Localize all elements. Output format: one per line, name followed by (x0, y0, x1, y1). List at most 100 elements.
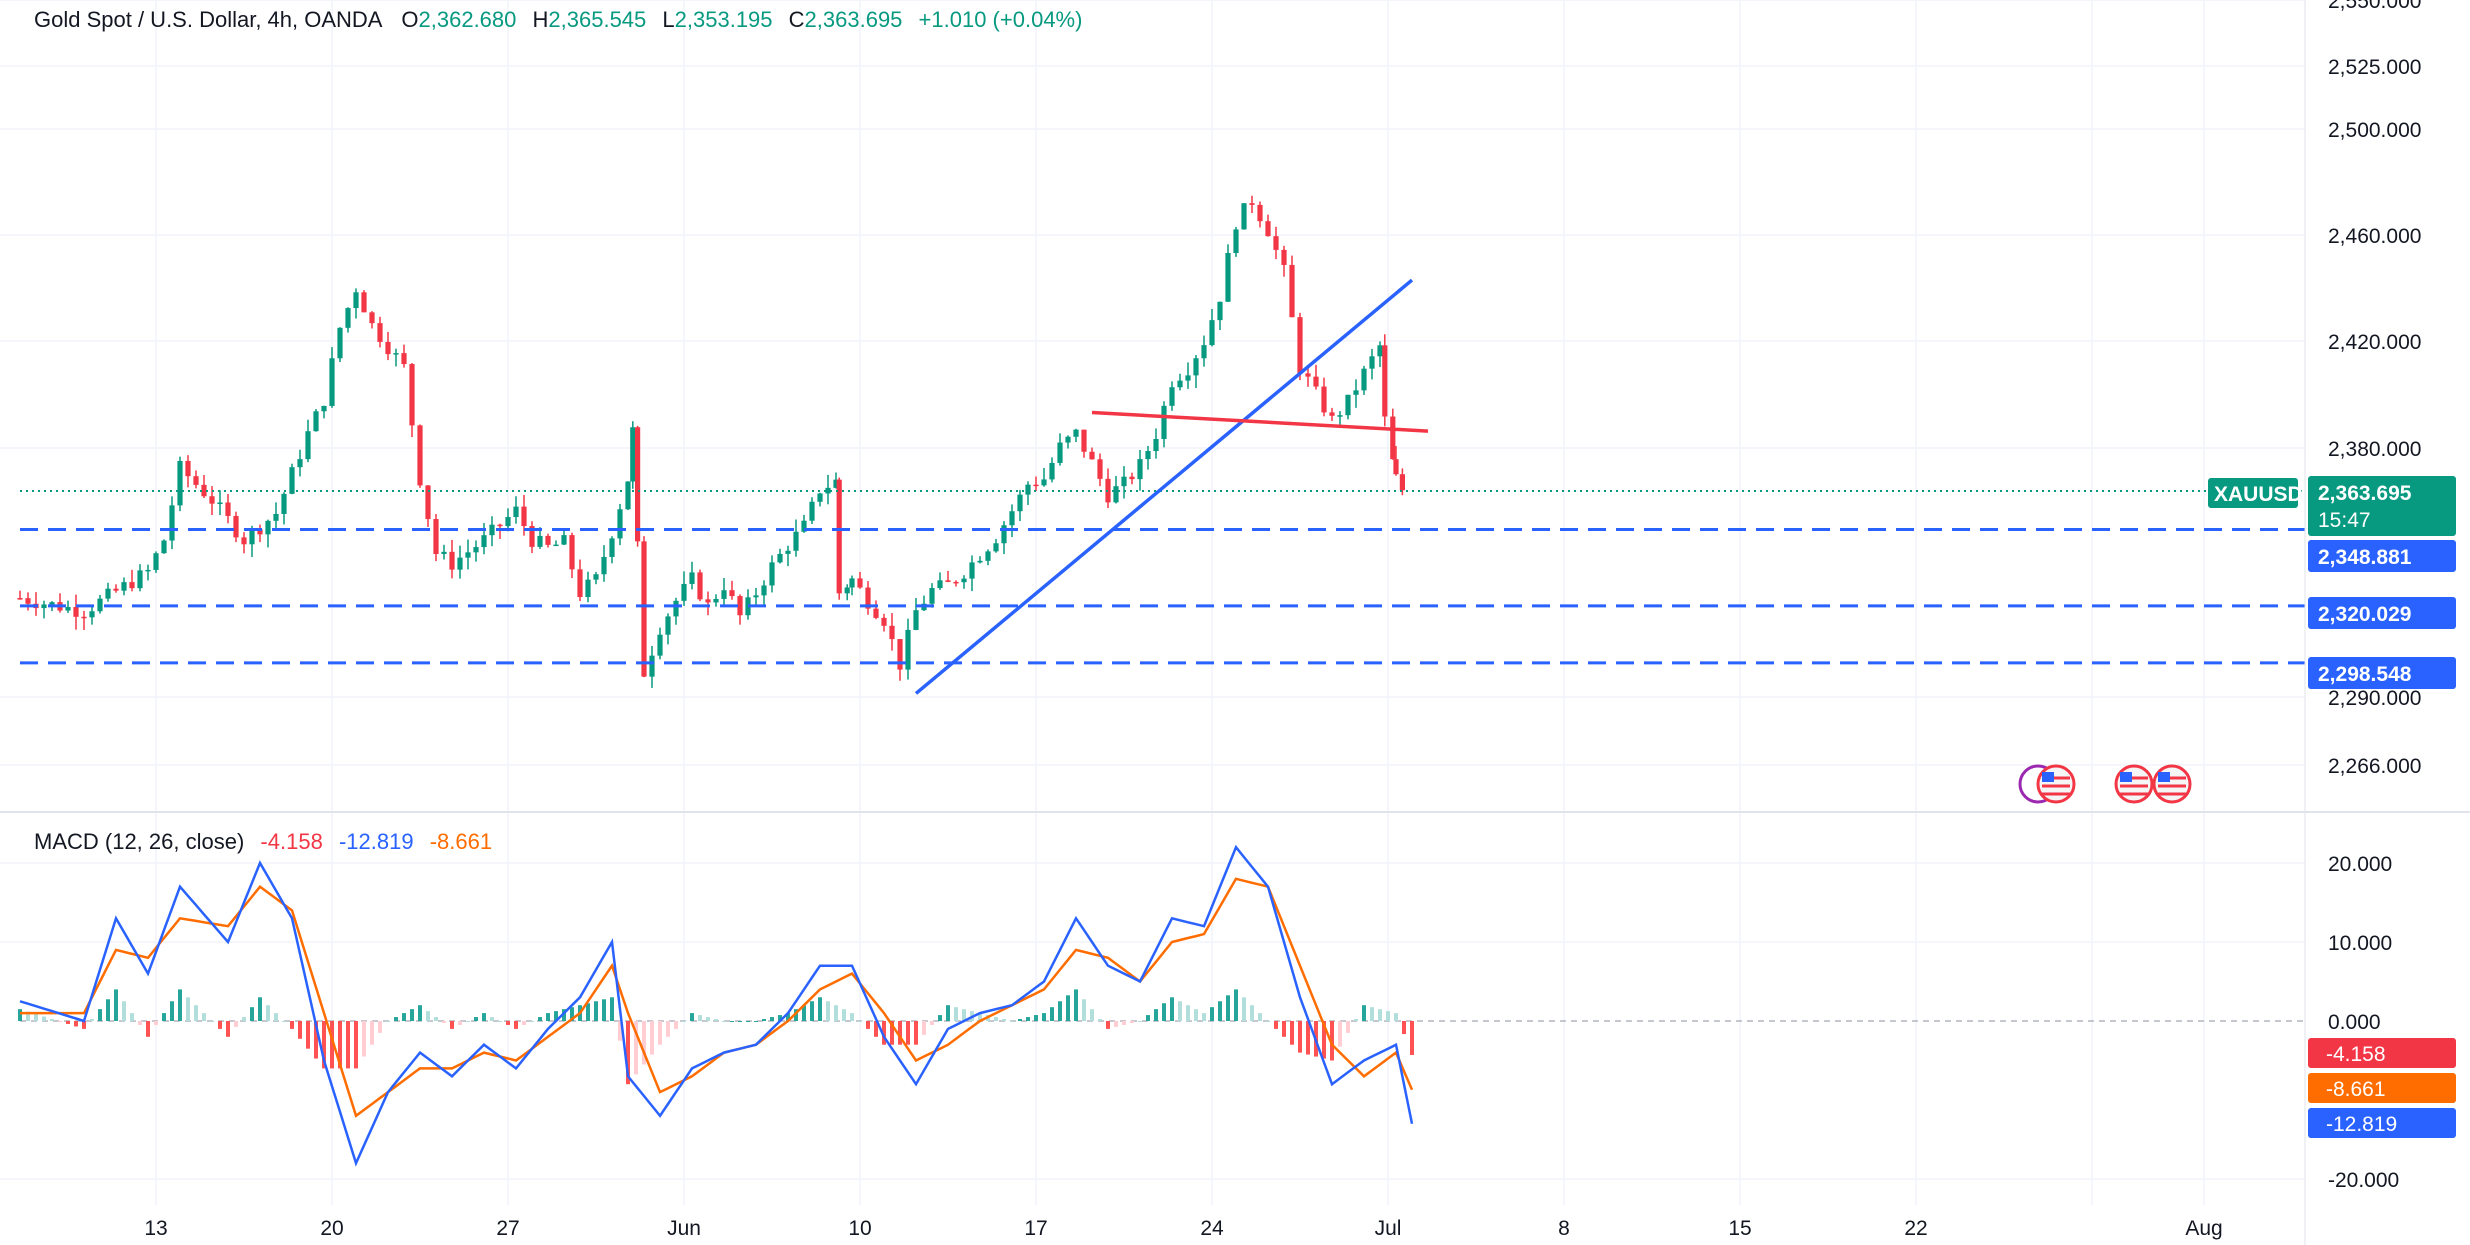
macd-histogram-bar (794, 1009, 798, 1021)
macd-histogram-bar (106, 999, 110, 1021)
candle-body (1361, 368, 1367, 391)
macd-histogram-bar (834, 1005, 838, 1021)
symbol-legend[interactable]: Gold Spot / U.S. Dollar, 4h, OANDA O2,36… (34, 7, 1082, 32)
macd-histogram-bar (802, 1005, 806, 1021)
macd-histogram-bar (82, 1021, 86, 1029)
macd-histogram-bar (842, 1009, 846, 1021)
time-tick-label: 22 (1904, 1217, 1927, 1240)
candle-body (601, 556, 607, 575)
macd-histogram-bar (66, 1021, 70, 1024)
macd-histogram-bar (914, 1021, 918, 1045)
close-value: 2,363.695 (805, 7, 903, 32)
candle-body (353, 292, 359, 309)
candle-body (217, 502, 223, 504)
candle-body (25, 598, 31, 604)
level-tag[interactable]: 2,320.029 (2308, 597, 2456, 629)
macd-histogram-bar (658, 1021, 662, 1045)
candle-body (817, 493, 823, 502)
macd-histogram-bar (530, 1021, 534, 1022)
level-tag-value: 2,348.881 (2318, 546, 2412, 569)
candle-body (777, 553, 783, 563)
macd-axis[interactable]: 20.000 10.000 0.000 -20.000 (2328, 853, 2399, 1192)
macd-histogram-bar (1210, 1007, 1214, 1021)
candle-body (385, 341, 391, 355)
candle-body (1273, 236, 1279, 250)
macd-histogram-bar (242, 1017, 246, 1021)
macd-histogram-bar (346, 1021, 350, 1069)
us-flag-icon[interactable] (2152, 764, 2192, 804)
candle-body (1161, 405, 1167, 439)
level-tag[interactable]: 2,298.548 (2308, 657, 2456, 689)
macd-tick-label: -20.000 (2328, 1169, 2399, 1192)
macd-histogram-bar (586, 1003, 590, 1021)
us-flag-icon[interactable] (2114, 764, 2154, 804)
candle-body (177, 460, 183, 506)
macd-tag-bg (2308, 1073, 2456, 1103)
last-price-tag[interactable]: 2,363.695 15:47 (2308, 476, 2456, 536)
candle-body (1185, 375, 1191, 381)
price-axis[interactable]: 2,550.000 2,525.000 2,500.000 2,460.000 … (2328, 0, 2421, 778)
candle-body (913, 610, 919, 630)
candle-body (905, 629, 911, 670)
candle-body (977, 560, 983, 563)
trend-line-support[interactable] (914, 278, 1414, 695)
macd-histogram-bar (1290, 1021, 1294, 1045)
macd-histogram-bar (1066, 995, 1070, 1021)
macd-histogram-bar (1026, 1017, 1030, 1021)
candle-body (617, 509, 623, 539)
candle-body (945, 580, 951, 582)
candle-body (425, 485, 431, 520)
time-tick-label: Jul (1375, 1217, 1402, 1240)
macd-histogram-bar (722, 1021, 726, 1022)
trend-line-resistance[interactable] (1091, 410, 1429, 433)
macd-legend[interactable]: MACD (12, 26, close) -4.158 -12.819 -8.6… (34, 829, 492, 854)
level-tag[interactable]: 2,348.881 (2308, 540, 2456, 572)
candle-body (857, 578, 863, 588)
macd-histogram-bar (178, 989, 182, 1021)
macd-histogram-bar (1050, 1007, 1054, 1021)
macd-histogram-bar (1234, 989, 1238, 1021)
macd-histogram-bar (778, 1015, 782, 1021)
macd-histogram-bar (1402, 1021, 1406, 1035)
macd-signal-tag[interactable]: -8.661 (2308, 1073, 2456, 1103)
macd-histogram-bar (810, 1001, 814, 1021)
macd-histogram-bar (170, 1001, 174, 1021)
macd-histogram-bar (1098, 1019, 1102, 1021)
macd-histogram-bar (1082, 999, 1086, 1021)
macd-histogram-bar (378, 1021, 382, 1033)
symbol-tag[interactable]: XAUUSD (2208, 478, 2303, 508)
us-flag-icon[interactable] (2036, 764, 2076, 804)
candle-body (369, 312, 375, 324)
candle-body (1017, 494, 1023, 512)
candle-body (630, 427, 636, 482)
macd-histogram-bar (1034, 1015, 1038, 1021)
macd-histogram-bar (762, 1019, 766, 1021)
candle-body (201, 484, 207, 497)
time-axis[interactable]: 13 20 27 Jun 10 17 24 Jul 8 15 22 Aug (144, 1217, 2222, 1240)
candle-body (401, 353, 407, 365)
macd-line-tag[interactable]: -12.819 (2308, 1108, 2456, 1138)
candle-body (209, 496, 215, 504)
macd-histogram-bar (434, 1017, 438, 1021)
macd-histogram-bar (730, 1021, 734, 1022)
macd-tag-bg (2308, 1108, 2456, 1138)
macd-histogram-bar (386, 1021, 390, 1022)
macd-histogram-tag[interactable]: -4.158 (2308, 1038, 2456, 1068)
macd-tag-value: -8.661 (2326, 1078, 2386, 1101)
macd-histogram-bar (306, 1021, 310, 1049)
candle-body (649, 655, 655, 677)
candle-body (729, 590, 735, 597)
candle-body (297, 459, 303, 468)
open-label: O (401, 7, 418, 32)
candle-body (697, 572, 703, 600)
flag-canton-icon (2158, 772, 2170, 782)
candle-body (241, 537, 247, 545)
candle-body (1225, 252, 1231, 302)
macd-histogram-bar (98, 1009, 102, 1021)
candle-body (521, 506, 527, 527)
candle-body (1177, 380, 1183, 388)
candle-body (497, 524, 503, 527)
event-flags[interactable] (2018, 764, 2192, 804)
macd-tag-value: -12.819 (2326, 1113, 2397, 1136)
